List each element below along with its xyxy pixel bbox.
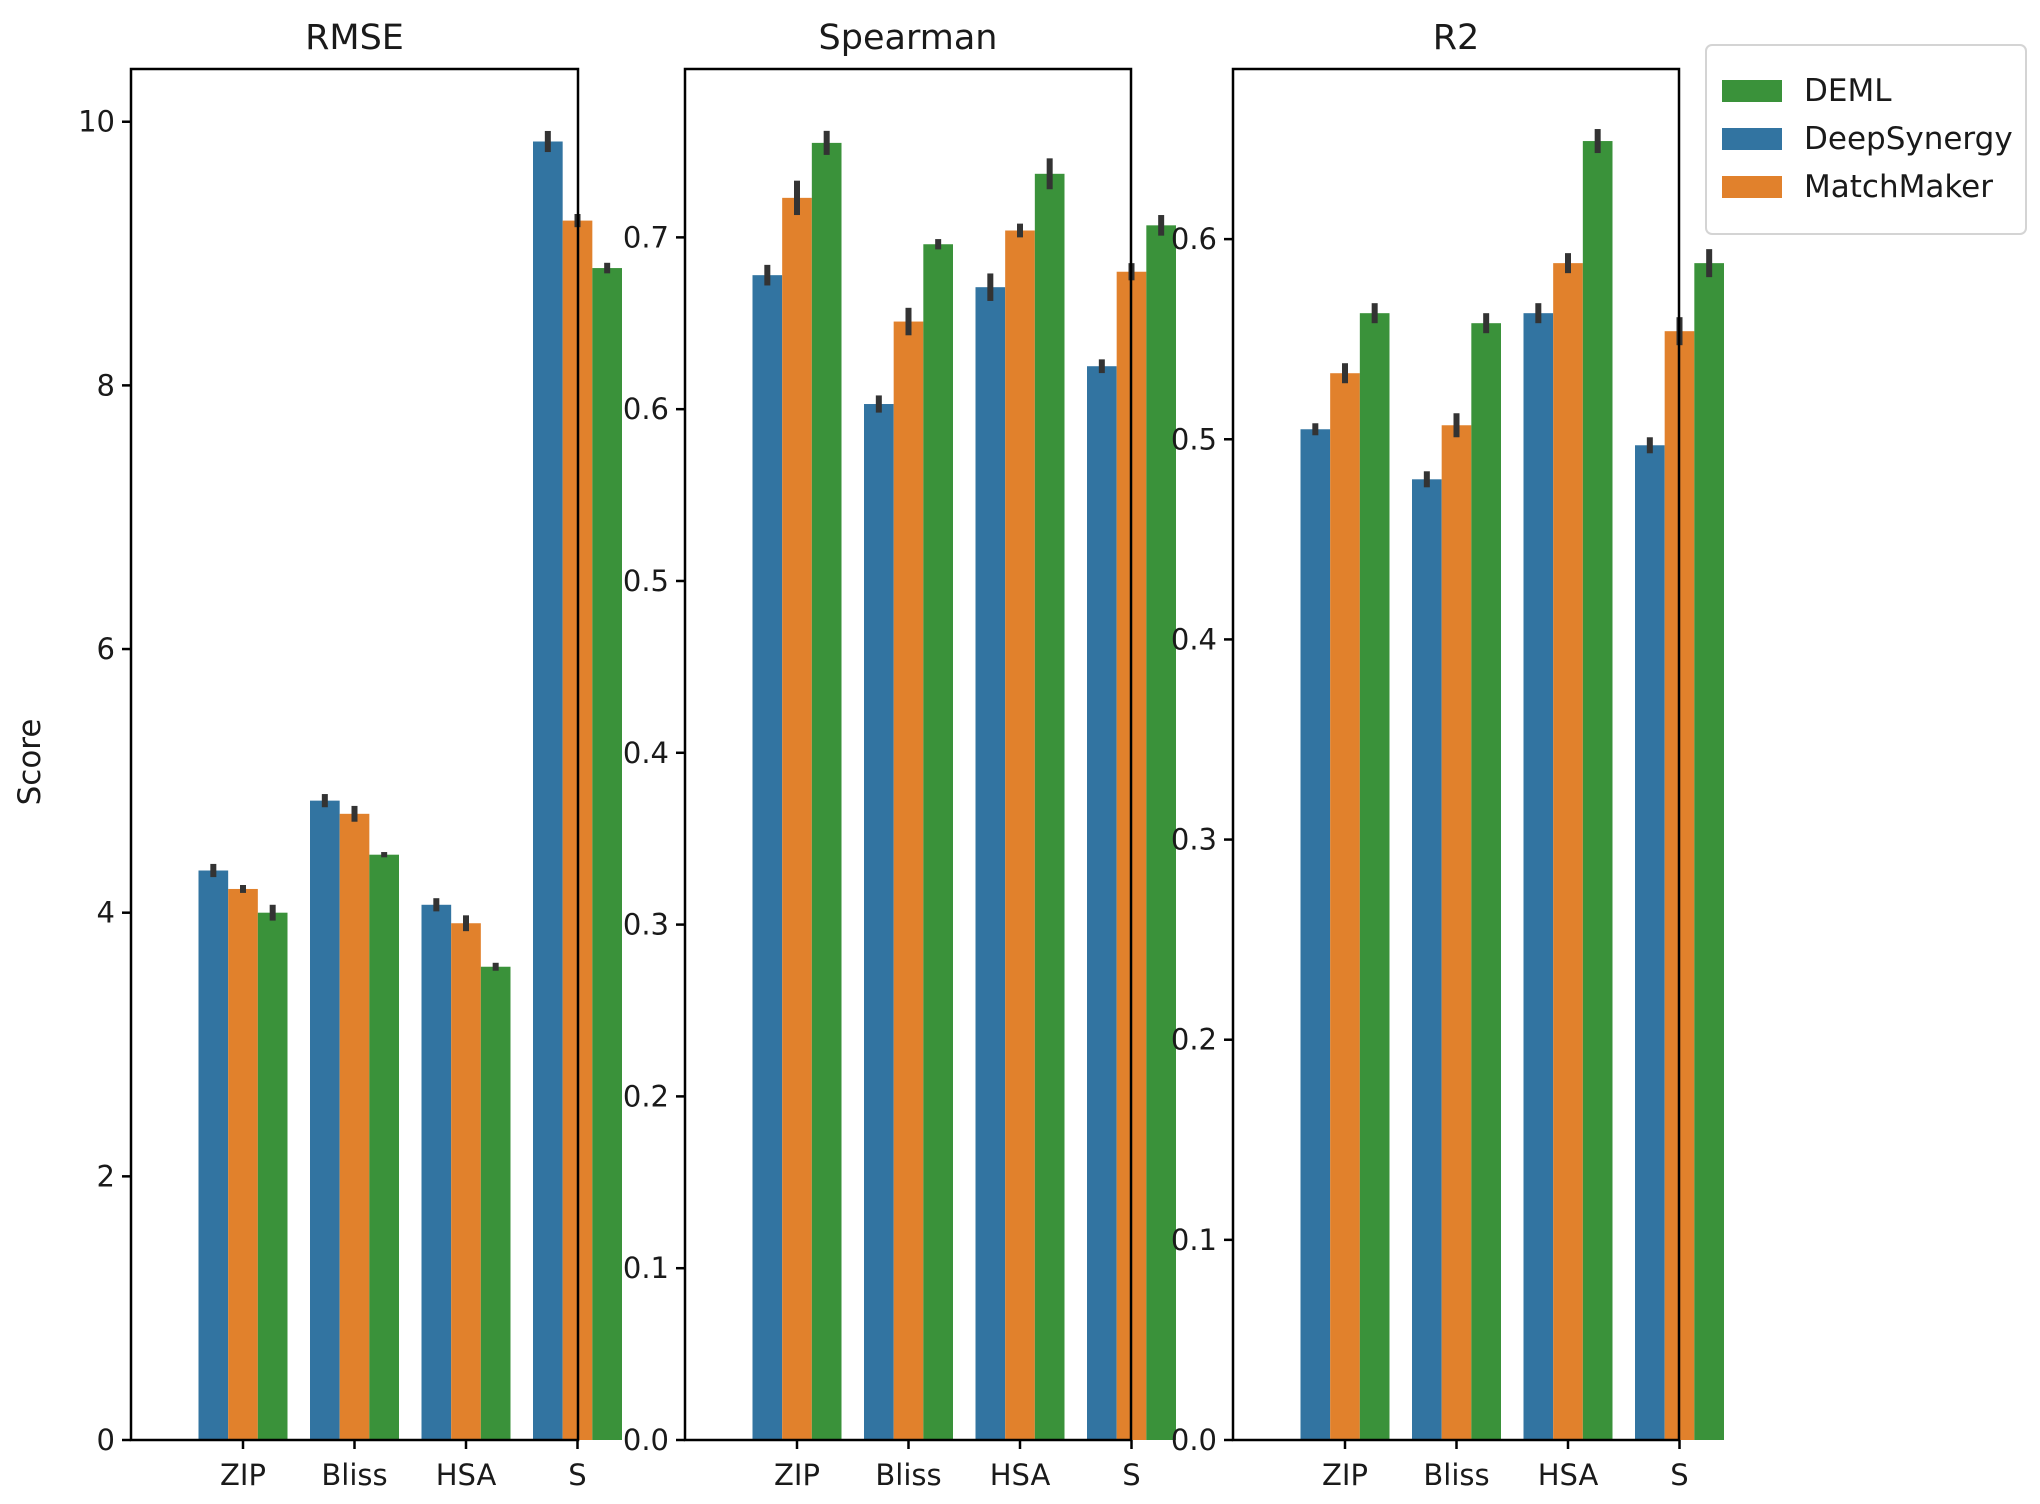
bar-matchmaker-hsa <box>451 923 481 1440</box>
y-axis-label: Score <box>12 719 48 806</box>
bar-deml-s <box>592 268 622 1440</box>
bar-deepsynergy-zip <box>752 275 783 1440</box>
bar-deml-hsa <box>480 966 511 1440</box>
bar-deepsynergy-hsa <box>421 904 452 1440</box>
bar-deepsynergy-hsa <box>975 287 1006 1441</box>
bar-deepsynergy-s <box>1087 366 1117 1441</box>
legend-swatch-deepsynergy <box>1722 128 1782 150</box>
chart-panels: ZIP Bliss HSA S 0 2 4 6 8 10 RMSE ZIP Bliss HSA S 0.0 0.… <box>78 18 1724 1492</box>
bar-deml-zip <box>1359 313 1390 1441</box>
legend-swatch-matchmaker <box>1722 176 1782 198</box>
panel-title: RMSE <box>305 18 404 58</box>
y-tick-label: 0.3 <box>1171 823 1217 857</box>
bar-deml-zip <box>811 142 842 1440</box>
x-tick-label: ZIP <box>1322 1458 1368 1492</box>
y-tick-label: 0.6 <box>623 392 669 426</box>
bar-deepsynergy-bliss <box>310 800 340 1440</box>
x-tick-label: HSA <box>990 1458 1051 1492</box>
x-tick-label: ZIP <box>774 1458 820 1492</box>
y-tick-label: 0.6 <box>1171 222 1217 256</box>
legend-swatch-deml <box>1722 80 1782 102</box>
bar-matchmaker-hsa <box>1005 230 1035 1440</box>
y-tick-label: 0.0 <box>623 1423 669 1457</box>
legend-label-matchmaker: MatchMaker <box>1804 169 1993 205</box>
legend: DEML DeepSynergy MatchMaker <box>1705 44 2027 235</box>
y-tick-label: 0.3 <box>623 908 669 942</box>
y-tick-label: 0.4 <box>1171 622 1217 656</box>
bar-matchmaker-bliss <box>893 321 924 1440</box>
y-tick-label: 8 <box>97 368 115 402</box>
x-tick-label: Bliss <box>1423 1458 1489 1492</box>
y-tick-label: 0.5 <box>623 564 669 598</box>
bar-matchmaker-zip <box>1330 373 1360 1441</box>
y-tick-label: 0.2 <box>623 1079 669 1113</box>
y-tick-label: 0.2 <box>1171 1023 1217 1057</box>
panel-title: R2 <box>1433 18 1480 58</box>
x-tick-label: HSA <box>1538 1458 1599 1492</box>
bar-matchmaker-zip <box>228 888 258 1440</box>
panel-frame <box>1231 67 1681 1442</box>
bar-deml-hsa <box>1582 141 1613 1440</box>
x-tick-label: Bliss <box>321 1458 387 1492</box>
bar-matchmaker-zip <box>782 197 812 1441</box>
y-tick-label: 0.0 <box>1171 1423 1217 1457</box>
legend-label-deepsynergy: DeepSynergy <box>1804 121 2013 157</box>
y-tick-label: 0.4 <box>623 736 669 770</box>
bar-deml-bliss <box>1471 323 1501 1441</box>
bar-matchmaker-bliss <box>339 813 370 1440</box>
bar-deml-s <box>1146 225 1176 1441</box>
panel-r2: ZIP Bliss HSA S 0.0 0.1 0.2 0.3 0.4 0.5 0.6 R2 <box>1171 18 1724 1492</box>
bar-deepsynergy-bliss <box>1412 479 1442 1440</box>
y-tick-label: 0.7 <box>623 220 669 254</box>
y-tick-label: 2 <box>97 1159 115 1193</box>
legend-label-deml: DEML <box>1804 73 1892 109</box>
bar-deepsynergy-s <box>533 141 563 1440</box>
bar-deepsynergy-s <box>1635 445 1665 1440</box>
x-tick-label: ZIP <box>220 1458 266 1492</box>
x-tick-label: S <box>568 1458 586 1492</box>
panel-spearman: ZIP Bliss HSA S 0.0 0.1 0.2 0.3 0.4 0.5 0.6 0.7 Spea… <box>623 18 1176 1492</box>
y-tick-label: 0.5 <box>1171 422 1217 456</box>
panel-frame <box>129 67 580 1442</box>
bar-deepsynergy-bliss <box>864 404 894 1440</box>
bar-deepsynergy-zip <box>1300 429 1331 1440</box>
legend-box <box>1705 44 2027 235</box>
y-tick-label: 0.1 <box>623 1251 669 1285</box>
y-tick-label: 4 <box>97 896 115 930</box>
y-tick-label: 0.1 <box>1171 1223 1217 1257</box>
y-tick-label: 6 <box>97 632 115 666</box>
bar-deml-bliss <box>923 244 953 1441</box>
bar-matchmaker-hsa <box>1553 263 1583 1440</box>
bar-deepsynergy-hsa <box>1523 313 1554 1441</box>
x-tick-label: S <box>1670 1458 1688 1492</box>
bar-deml-hsa <box>1034 173 1065 1440</box>
panel-rmse: ZIP Bliss HSA S 0 2 4 6 8 10 RMSE <box>78 18 622 1492</box>
panel-frame <box>683 67 1133 1442</box>
y-tick-label: 10 <box>78 105 115 139</box>
y-axis-label-group: Score <box>12 719 48 806</box>
bar-deml-bliss <box>369 854 399 1440</box>
x-tick-label: Bliss <box>875 1458 941 1492</box>
x-tick-label: S <box>1122 1458 1140 1492</box>
bar-deml-s <box>1694 263 1724 1440</box>
x-tick-label: HSA <box>436 1458 497 1492</box>
bar-deepsynergy-zip <box>198 870 229 1440</box>
y-tick-label: 0 <box>97 1423 115 1457</box>
panel-title: Spearman <box>819 18 998 58</box>
bar-deml-zip <box>257 912 288 1440</box>
bar-matchmaker-bliss <box>1441 425 1472 1440</box>
